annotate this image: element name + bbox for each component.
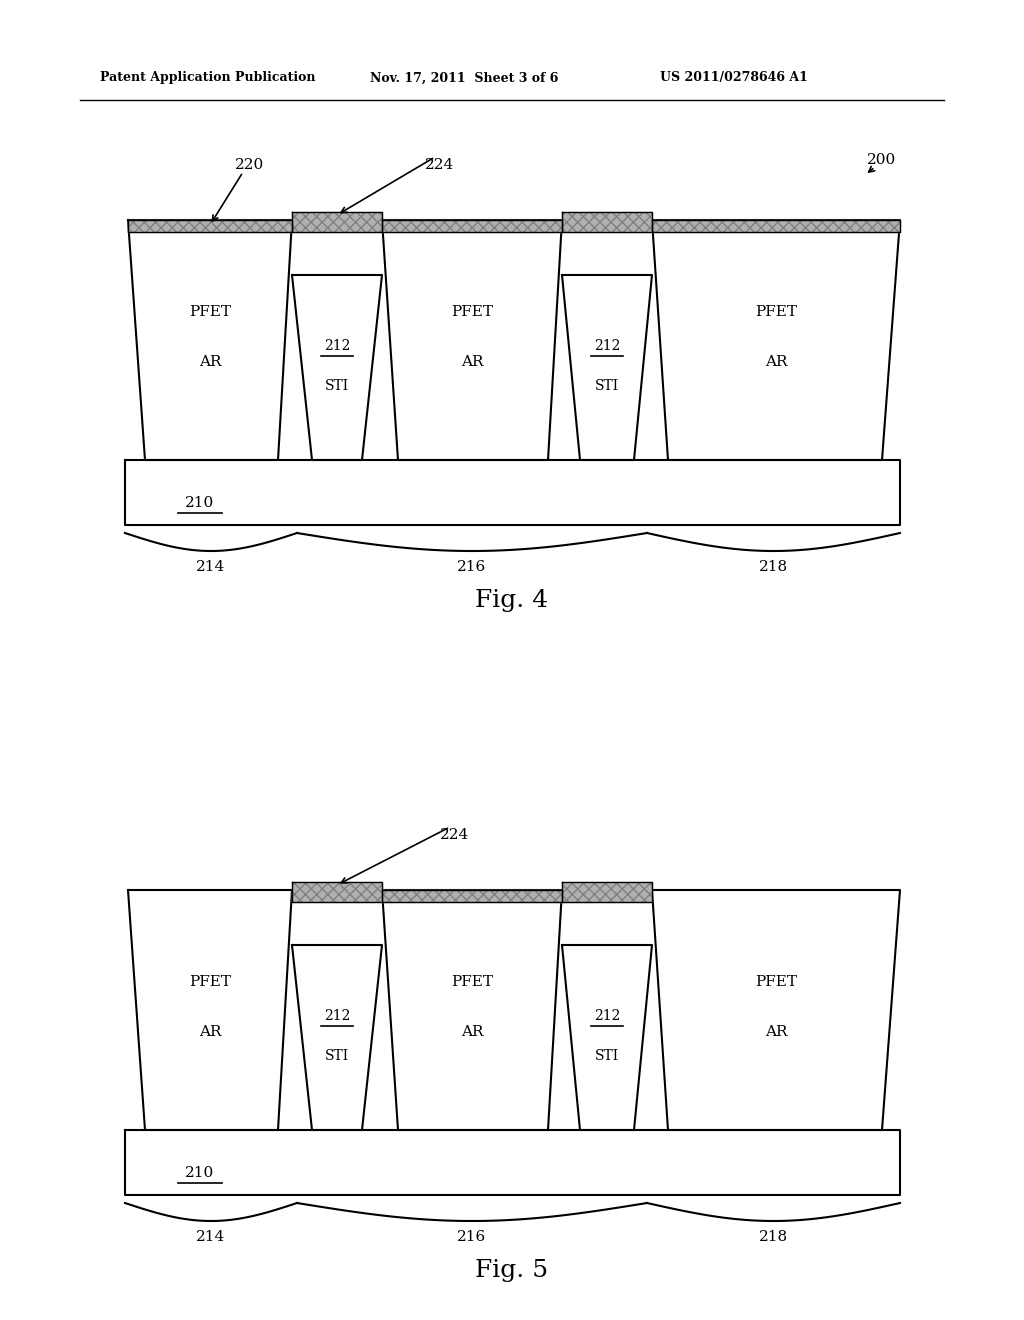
Polygon shape [382, 890, 562, 1130]
Text: AR: AR [199, 355, 221, 370]
Text: 224: 224 [425, 158, 455, 172]
Polygon shape [125, 459, 900, 525]
Text: STI: STI [325, 379, 349, 392]
Text: 200: 200 [867, 153, 897, 168]
Polygon shape [125, 1130, 900, 1195]
Text: 220: 220 [236, 158, 264, 172]
Polygon shape [292, 213, 382, 232]
Text: 212: 212 [594, 338, 621, 352]
Text: Fig. 4: Fig. 4 [475, 589, 549, 611]
Text: STI: STI [325, 1048, 349, 1063]
Text: US 2011/0278646 A1: US 2011/0278646 A1 [660, 71, 808, 84]
Polygon shape [128, 890, 292, 1130]
Text: 214: 214 [197, 1230, 225, 1243]
Polygon shape [382, 220, 562, 232]
Bar [128, 220, 292, 232]
Text: PFET: PFET [189, 305, 231, 319]
Text: 216: 216 [458, 560, 486, 574]
Bar [562, 882, 652, 902]
Text: PFET: PFET [451, 305, 493, 319]
Text: 218: 218 [759, 1230, 788, 1243]
Text: Nov. 17, 2011  Sheet 3 of 6: Nov. 17, 2011 Sheet 3 of 6 [370, 71, 558, 84]
Text: AR: AR [461, 1026, 483, 1039]
Text: 216: 216 [458, 1230, 486, 1243]
Polygon shape [128, 220, 292, 232]
Polygon shape [292, 275, 382, 459]
Text: 218: 218 [759, 560, 788, 574]
Text: PFET: PFET [755, 975, 797, 989]
Polygon shape [292, 882, 382, 902]
Text: 210: 210 [185, 1166, 215, 1180]
Text: 214: 214 [197, 560, 225, 574]
Polygon shape [562, 882, 652, 902]
Text: AR: AR [199, 1026, 221, 1039]
Bar [292, 213, 382, 232]
Text: 212: 212 [324, 1008, 350, 1023]
Text: 212: 212 [324, 338, 350, 352]
Bar [652, 220, 900, 232]
Polygon shape [128, 220, 292, 459]
Text: PFET: PFET [755, 305, 797, 319]
Polygon shape [652, 220, 900, 459]
Text: Fig. 5: Fig. 5 [475, 1258, 549, 1282]
Text: AR: AR [765, 355, 787, 370]
Text: 212: 212 [594, 1008, 621, 1023]
Bar [562, 213, 652, 232]
Polygon shape [292, 945, 382, 1130]
Text: STI: STI [595, 379, 620, 392]
Text: STI: STI [595, 1048, 620, 1063]
Text: PFET: PFET [451, 975, 493, 989]
Polygon shape [382, 890, 562, 902]
Polygon shape [562, 945, 652, 1130]
Bar [382, 890, 562, 902]
Text: 224: 224 [440, 828, 470, 842]
Bar [382, 220, 562, 232]
Polygon shape [652, 220, 900, 232]
Polygon shape [382, 220, 562, 459]
Text: Patent Application Publication: Patent Application Publication [100, 71, 315, 84]
Bar [292, 882, 382, 902]
Polygon shape [562, 213, 652, 232]
Text: AR: AR [765, 1026, 787, 1039]
Polygon shape [652, 890, 900, 1130]
Text: AR: AR [461, 355, 483, 370]
Polygon shape [562, 275, 652, 459]
Text: PFET: PFET [189, 975, 231, 989]
Text: 210: 210 [185, 496, 215, 510]
